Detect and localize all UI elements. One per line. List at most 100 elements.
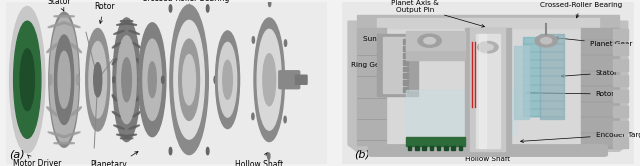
Bar (451, 146, 455, 150)
Bar (408, 146, 412, 150)
Circle shape (418, 34, 442, 47)
Circle shape (483, 44, 493, 50)
FancyBboxPatch shape (369, 145, 607, 156)
Ellipse shape (139, 23, 166, 137)
Bar (459, 146, 462, 150)
Bar (613, 29, 628, 40)
Bar (613, 44, 628, 55)
Bar (406, 44, 465, 60)
Ellipse shape (70, 107, 81, 116)
Ellipse shape (223, 60, 232, 99)
Ellipse shape (206, 147, 209, 155)
Bar (356, 15, 619, 31)
Ellipse shape (124, 23, 137, 25)
Bar (479, 34, 486, 148)
Bar (437, 146, 440, 150)
Ellipse shape (54, 15, 74, 17)
Bar (429, 146, 433, 150)
Bar (403, 87, 408, 92)
Bar (377, 34, 418, 96)
Ellipse shape (169, 5, 172, 12)
Text: Hollow Shaft: Hollow Shaft (236, 153, 284, 166)
Bar (613, 106, 628, 117)
Bar (403, 60, 408, 65)
Ellipse shape (48, 132, 67, 137)
Ellipse shape (179, 39, 200, 120)
Ellipse shape (117, 36, 136, 124)
Ellipse shape (49, 75, 52, 85)
Ellipse shape (112, 59, 116, 65)
Ellipse shape (113, 77, 115, 83)
Ellipse shape (58, 51, 70, 108)
FancyBboxPatch shape (296, 75, 307, 84)
Ellipse shape (216, 31, 239, 128)
Bar (613, 121, 628, 133)
Bar (613, 90, 628, 102)
Ellipse shape (120, 138, 133, 139)
Ellipse shape (129, 30, 140, 34)
Ellipse shape (254, 18, 284, 142)
Ellipse shape (136, 95, 141, 101)
Polygon shape (348, 21, 628, 151)
Bar (403, 73, 408, 78)
Ellipse shape (170, 5, 209, 155)
Ellipse shape (54, 35, 74, 124)
Bar (465, 28, 511, 151)
Ellipse shape (252, 113, 254, 120)
Bar (540, 34, 564, 119)
Text: Rotor: Rotor (527, 91, 615, 97)
Text: Motor Driver: Motor Driver (13, 155, 61, 166)
Text: Encoder Target: Encoder Target (520, 132, 640, 143)
Text: Stator: Stator (561, 70, 618, 78)
Ellipse shape (93, 63, 102, 97)
Ellipse shape (136, 59, 141, 65)
Ellipse shape (252, 37, 255, 43)
Circle shape (541, 38, 552, 44)
Ellipse shape (269, 0, 271, 7)
Text: Planetary
Gear Reducer: Planetary Gear Reducer (83, 152, 138, 166)
Bar (406, 31, 465, 50)
Ellipse shape (257, 29, 281, 130)
Ellipse shape (10, 6, 45, 153)
Ellipse shape (129, 125, 140, 129)
Text: Hollow Shaft: Hollow Shaft (465, 152, 511, 162)
Ellipse shape (120, 21, 133, 22)
Text: Crossed-Roller Bearing: Crossed-Roller Bearing (142, 0, 230, 7)
Bar (403, 39, 408, 44)
Text: Crossed-Roller Bearing: Crossed-Roller Bearing (540, 2, 622, 18)
Circle shape (424, 38, 435, 44)
Bar (523, 38, 540, 116)
Ellipse shape (116, 134, 129, 137)
Ellipse shape (114, 125, 124, 129)
Bar (581, 28, 619, 148)
Ellipse shape (13, 21, 41, 138)
Bar (444, 146, 448, 150)
Bar (406, 137, 465, 146)
Bar (470, 28, 506, 151)
Bar (377, 18, 598, 28)
Ellipse shape (169, 147, 172, 155)
Text: Ring Gear: Ring Gear (351, 62, 394, 68)
Ellipse shape (214, 76, 217, 83)
Bar (422, 146, 426, 150)
Text: Planet Gear: Planet Gear (556, 37, 632, 47)
Ellipse shape (148, 62, 156, 98)
Text: Planet Axis &
Output Pin: Planet Axis & Output Pin (391, 0, 484, 27)
Ellipse shape (114, 30, 124, 34)
Bar (403, 67, 408, 71)
Bar (476, 34, 500, 148)
Text: Stator: Stator (47, 0, 71, 11)
Ellipse shape (20, 49, 35, 111)
Ellipse shape (133, 112, 141, 117)
Bar (514, 46, 529, 119)
Ellipse shape (268, 153, 270, 159)
Circle shape (535, 35, 557, 47)
Ellipse shape (47, 107, 58, 116)
Bar (377, 28, 598, 145)
Text: (b): (b) (354, 149, 370, 160)
Text: Sun Gear: Sun Gear (363, 36, 441, 43)
Ellipse shape (133, 43, 141, 48)
Ellipse shape (122, 58, 131, 102)
Ellipse shape (62, 132, 80, 137)
Ellipse shape (62, 22, 80, 28)
